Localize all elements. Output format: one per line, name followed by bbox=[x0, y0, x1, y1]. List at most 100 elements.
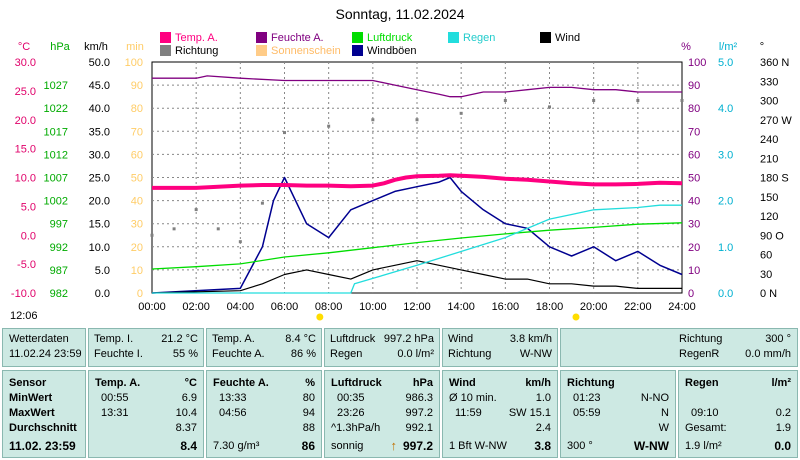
series-layer bbox=[150, 75, 684, 294]
left-axis-tick: 5.0 bbox=[95, 265, 110, 277]
series-point-richtung bbox=[636, 99, 640, 102]
stats-max-label: MaxWert bbox=[9, 407, 55, 419]
richtung2-label: Richtung bbox=[679, 333, 723, 345]
direction-box: Richtung 300 ° RegenR 0.0 mm/h bbox=[560, 328, 798, 367]
stats-regen-unit: l/m² bbox=[771, 377, 791, 389]
right-axis-tick: 210 bbox=[760, 153, 778, 165]
right-axis-tick: 150 bbox=[760, 192, 778, 204]
left-axis-tick: -5.0 bbox=[17, 259, 36, 271]
stats-richtung-min-time: 01:23 bbox=[573, 392, 601, 404]
left-axis-tick: 50 bbox=[131, 173, 143, 185]
stats-temp-box: Temp. A. °C 00:55 6.9 13:31 10.4 8.37 8.… bbox=[88, 370, 204, 458]
series-point-richtung bbox=[238, 240, 242, 244]
x-tick-label: 16:00 bbox=[492, 301, 520, 313]
right-axis-unit: ° bbox=[760, 41, 764, 53]
legend-swatch bbox=[160, 32, 171, 43]
sun-markers bbox=[316, 313, 580, 321]
current-time: 12:06 bbox=[10, 310, 38, 322]
right-axis-tick: 70 bbox=[688, 126, 700, 138]
feuchte-a-value: 86 % bbox=[290, 348, 316, 360]
series-point-richtung bbox=[216, 227, 220, 231]
x-tick-label: 08:00 bbox=[315, 301, 343, 313]
wetterdaten-box: Wetterdaten 11.02.24 23:59 bbox=[2, 328, 86, 367]
legend-label: Richtung bbox=[175, 45, 218, 57]
right-axis-tick: 120 bbox=[760, 211, 778, 223]
stats-richtung-deg: 300 ° bbox=[567, 440, 593, 452]
left-axis-tick: 997 bbox=[50, 219, 68, 231]
right-axis-tick: 60 bbox=[688, 149, 700, 161]
stats-wind-max-time: 11:59 bbox=[455, 407, 482, 419]
stats-feuchte-avg: 88 bbox=[302, 422, 315, 434]
left-axis-tick: 50.0 bbox=[89, 57, 110, 69]
right-axis-tick: 330 bbox=[760, 76, 778, 88]
left-axis-tick: 30.0 bbox=[15, 57, 36, 69]
stats-regen-total: 1.9 bbox=[775, 422, 791, 434]
stats-luftdruck-header: Luftdruck bbox=[331, 377, 382, 389]
temp-a-label: Temp. A. bbox=[212, 333, 255, 345]
series-point-richtung bbox=[172, 227, 176, 231]
legend-label: Luftdruck bbox=[367, 32, 413, 44]
outdoor-box: Temp. A. 8.4 °C Feuchte A. 86 % bbox=[206, 328, 322, 367]
chart-title: Sonntag, 11.02.2024 bbox=[336, 6, 465, 22]
left-axis-tick: 30.0 bbox=[89, 149, 110, 161]
x-axis-ticks: 00:00 02:00 04:00 06:00 08:00 10:00 12:00 14:00… bbox=[138, 301, 696, 313]
x-tick-label: 18:00 bbox=[536, 301, 564, 313]
legend-swatch bbox=[160, 45, 171, 56]
stats-luftdruck-forecast: sonnig bbox=[331, 440, 364, 452]
stats-richtung-max: N bbox=[661, 407, 669, 419]
temp-a-value: 8.4 °C bbox=[285, 333, 316, 345]
right-axis-tick: 240 bbox=[760, 134, 778, 146]
chart-legend: Temp. A. Feuchte A. Luftdruck Regen Wind Rich… bbox=[160, 32, 580, 57]
stats-temp-min: 6.9 bbox=[181, 392, 197, 404]
legend-swatch bbox=[352, 45, 363, 56]
left-axis-tick: 40 bbox=[131, 196, 143, 208]
left-axis-tick: 982 bbox=[50, 288, 68, 300]
temp-i-label: Temp. I. bbox=[94, 333, 134, 345]
stats-feuchte-min-time: 13:33 bbox=[219, 392, 247, 404]
stats-feuchte-now: 86 bbox=[301, 439, 315, 453]
left-axis-tick: 1002 bbox=[44, 196, 68, 208]
left-axis-tick: 1017 bbox=[44, 126, 68, 138]
x-tick-label: 06:00 bbox=[271, 301, 299, 313]
stats-luftdruck-min: 986.3 bbox=[405, 392, 433, 404]
stats-feuchte-min: 80 bbox=[302, 392, 315, 404]
right-axis-tick: 20 bbox=[688, 242, 700, 254]
stats-temp-max: 10.4 bbox=[175, 407, 197, 419]
luftdruck-label: Luftdruck bbox=[330, 333, 376, 345]
x-tick-label: 22:00 bbox=[624, 301, 652, 313]
series-line-temp-a- bbox=[152, 173, 683, 190]
x-tick-label: 10:00 bbox=[359, 301, 387, 313]
left-axis-tick: 0.0 bbox=[21, 230, 36, 242]
left-axis-tick: 992 bbox=[50, 242, 68, 254]
stats-wind-now: 3.8 bbox=[534, 439, 551, 453]
stats-wind-unit: km/h bbox=[525, 377, 551, 389]
right-axis-tick: 2.0 bbox=[718, 196, 733, 208]
right-axis-unit: % bbox=[681, 41, 691, 53]
left-axis-tick: 20.0 bbox=[89, 196, 110, 208]
stats-richtung-min: N-NO bbox=[640, 392, 669, 404]
stats-sensor-header: Sensor bbox=[9, 377, 47, 389]
legend-label: Feuchte A. bbox=[271, 32, 324, 44]
series-point-richtung bbox=[260, 201, 264, 205]
left-axis-tick: 10.0 bbox=[89, 242, 110, 254]
stats-temp-unit: °C bbox=[184, 377, 197, 389]
left-axis-unit: °C bbox=[18, 41, 30, 53]
feuchte-a-label: Feuchte A. bbox=[212, 348, 265, 360]
legend-swatch bbox=[256, 45, 267, 56]
right-axis-tick: 90 O bbox=[760, 230, 784, 242]
x-tick-label: 24:00 bbox=[668, 301, 696, 313]
wind-label: Wind bbox=[448, 333, 474, 345]
x-tick-label: 04:00 bbox=[227, 301, 255, 313]
stats-luftdruck-max: 997.2 bbox=[405, 407, 433, 419]
right-axis-tick: 270 W bbox=[760, 115, 792, 127]
stats-regen-box: Regen l/m² 09:10 0.2 Gesamt: 1.9 1.9 l/m… bbox=[678, 370, 798, 458]
legend-label: Sonnenschein bbox=[271, 45, 341, 57]
regen-value: 0.0 l/m² bbox=[397, 348, 434, 360]
left-axis-tick: 1012 bbox=[44, 149, 68, 161]
left-axis-tick: 0.0 bbox=[95, 288, 110, 300]
stats-wind-box: Wind km/h Ø 10 min. 1.0 11:59 SW 15.1 2.… bbox=[442, 370, 558, 458]
stats-luftdruck-trend: ^1.3hPa/h bbox=[331, 422, 381, 434]
left-axis-tick: 15.0 bbox=[89, 219, 110, 231]
left-axis-tick: 70 bbox=[131, 126, 143, 138]
left-axes: °C 30.0 25.0 20.0 15.0 10.0 5.0 0.0 -5.0 -10.0 hPa… bbox=[11, 41, 144, 300]
